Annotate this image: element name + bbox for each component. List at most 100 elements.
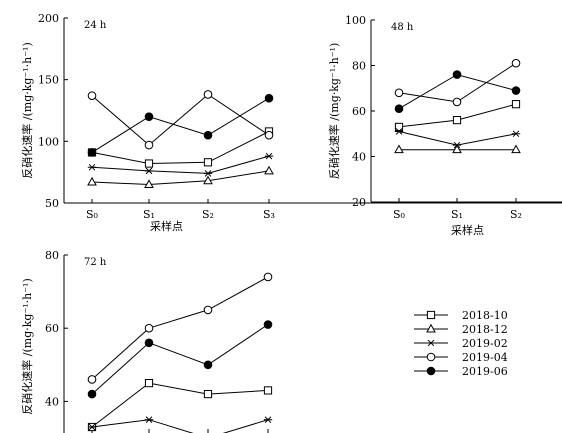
data-point-2019-06-S2 — [203, 130, 213, 140]
data-point-2019-06-S0 — [87, 389, 97, 399]
x-axis-title: 采样点 — [150, 219, 183, 233]
data-point-2019-02-S0 — [87, 423, 97, 431]
data-point-2018-10-S2 — [203, 158, 213, 167]
panel-title: 48 h — [391, 22, 414, 33]
data-point-2018-12-S2 — [203, 175, 213, 185]
data-point-2018-10-S1 — [144, 159, 154, 168]
legend-label: 2018-10 — [462, 309, 508, 322]
data-point-2019-04-S1 — [144, 140, 154, 150]
data-point-2019-02-S2 — [511, 130, 521, 138]
data-point-2018-10-S2 — [511, 100, 521, 109]
data-point-2018-12-S0 — [394, 144, 404, 154]
x-tick-label: S₃ — [263, 208, 275, 221]
data-point-2019-04-S0 — [87, 91, 97, 100]
data-point-2019-06-S2 — [511, 86, 521, 95]
series-line-2019-02 — [398, 131, 517, 146]
data-point-2019-04-S3 — [263, 272, 273, 282]
y-tick-label: 80 — [352, 60, 366, 73]
data-point-2018-12-S1 — [452, 144, 462, 154]
data-point-2019-06-S0 — [87, 148, 97, 157]
data-point-2019-02-S1 — [144, 416, 154, 423]
data-point-2019-06-S2 — [203, 360, 213, 370]
legend-marker — [426, 352, 436, 362]
data-point-2019-02-S0 — [394, 128, 404, 135]
x-axis-title: 采样点 — [451, 223, 484, 237]
y-tick-label: 80 — [45, 249, 59, 262]
data-point-2019-02-S0 — [87, 163, 97, 171]
legend-label: 2019-06 — [462, 365, 508, 378]
data-point-2018-12-S1 — [144, 179, 154, 188]
y-tick-label: 50 — [45, 197, 59, 210]
series-line-2019-02 — [91, 419, 269, 433]
chart-panel-72h: 40 60 80 反硝化速率 /(mg·kg⁻¹·h⁻¹) 72 h — [20, 249, 273, 433]
data-point-2019-06-S1 — [144, 338, 154, 348]
x-tick-label: S₀ — [393, 208, 406, 221]
data-point-2019-04-S1 — [144, 323, 154, 333]
data-point-2018-10-S1 — [452, 116, 462, 125]
data-point-2019-06-S1 — [452, 70, 462, 79]
data-point-2019-06-S1 — [144, 112, 154, 121]
data-point-2018-10-S3 — [263, 386, 273, 395]
series-line-2018-10 — [91, 382, 269, 428]
legend-item: 2019-06 — [414, 365, 508, 378]
series-line-2019-04 — [91, 93, 270, 146]
series-line-2019-04 — [398, 62, 517, 103]
x-tick-label: S₂ — [510, 208, 522, 221]
y-axis-title: 反硝化速率 /(mg·kg⁻¹·h⁻¹) — [20, 42, 34, 178]
data-point-2019-04-S0 — [87, 375, 97, 384]
data-point-2019-02-S3 — [263, 416, 273, 423]
y-tick-label: 40 — [45, 395, 59, 408]
legend-item: 2018-12 — [414, 323, 508, 336]
y-tick-label: 100 — [38, 135, 59, 148]
x-tick-label: S₂ — [202, 208, 214, 221]
legend-label: 2019-02 — [462, 337, 508, 350]
data-point-2018-12-S3 — [264, 165, 274, 175]
data-point-2019-02-S3 — [264, 152, 274, 160]
panel-title: 24 h — [84, 20, 107, 31]
y-axis-title: 反硝化速率 /(mg·kg⁻¹·h⁻¹) — [327, 43, 341, 179]
panel-title: 72 h — [84, 257, 107, 268]
series-line-2019-02 — [91, 155, 270, 174]
data-point-2018-10-S1 — [144, 379, 154, 388]
data-point-2019-04-S1 — [452, 97, 462, 107]
series-line-2018-12 — [91, 170, 270, 186]
legend-label: 2019-04 — [462, 351, 508, 364]
x-tick-label: S₀ — [86, 208, 99, 221]
chart-panel-48h: 20 40 60 80 100 S₀ S₁ S₂ 采样点 反硝化速率 /(mg·kg⁻¹·h⁻¹)… — [327, 14, 562, 237]
data-point-2018-12-S2 — [511, 144, 521, 154]
data-point-2019-02-S1 — [452, 141, 462, 149]
legend-marker — [426, 323, 436, 333]
legend-label: 2018-12 — [462, 323, 508, 336]
legend-marker — [426, 310, 436, 320]
series-line-2019-06 — [91, 324, 269, 395]
data-point-2019-04-S2 — [203, 90, 213, 99]
data-point-2019-02-S1 — [144, 167, 154, 175]
series-line-2018-10 — [91, 131, 270, 165]
legend-marker — [426, 339, 436, 347]
chart-panel-24h: 50 100 150 200 S₀ S₁ S₂ S₃ 采样点 反硝化速率 /(mg·kg⁻¹·h⁻… — [20, 12, 562, 233]
data-point-2019-04-S2 — [203, 305, 213, 315]
y-tick-label: 200 — [38, 12, 59, 25]
data-point-2019-06-S0 — [394, 104, 404, 114]
y-tick-label: 60 — [352, 105, 366, 118]
data-point-2018-10-S0 — [394, 122, 404, 132]
y-axis-title: 反硝化速率 /(mg·kg⁻¹·h⁻¹) — [20, 278, 34, 414]
data-point-2019-04-S3 — [264, 130, 274, 140]
y-tick-label: 150 — [38, 74, 59, 87]
data-point-2018-10-S2 — [203, 389, 213, 399]
series-line-2019-06 — [91, 97, 270, 153]
legend-item: 2019-02 — [414, 337, 508, 350]
data-point-2018-12-S0 — [87, 176, 97, 186]
y-tick-label: 40 — [352, 151, 366, 164]
legend-marker — [426, 366, 436, 376]
y-tick-label: 20 — [352, 196, 366, 209]
data-point-2019-04-S2 — [511, 58, 521, 68]
series-line-2019-04 — [91, 276, 269, 380]
data-point-2019-02-S2 — [203, 170, 213, 177]
data-point-2019-04-S0 — [394, 88, 404, 98]
x-tick-label: S₁ — [143, 208, 155, 221]
legend-item: 2018-10 — [414, 309, 508, 322]
data-point-2019-06-S3 — [264, 93, 274, 103]
